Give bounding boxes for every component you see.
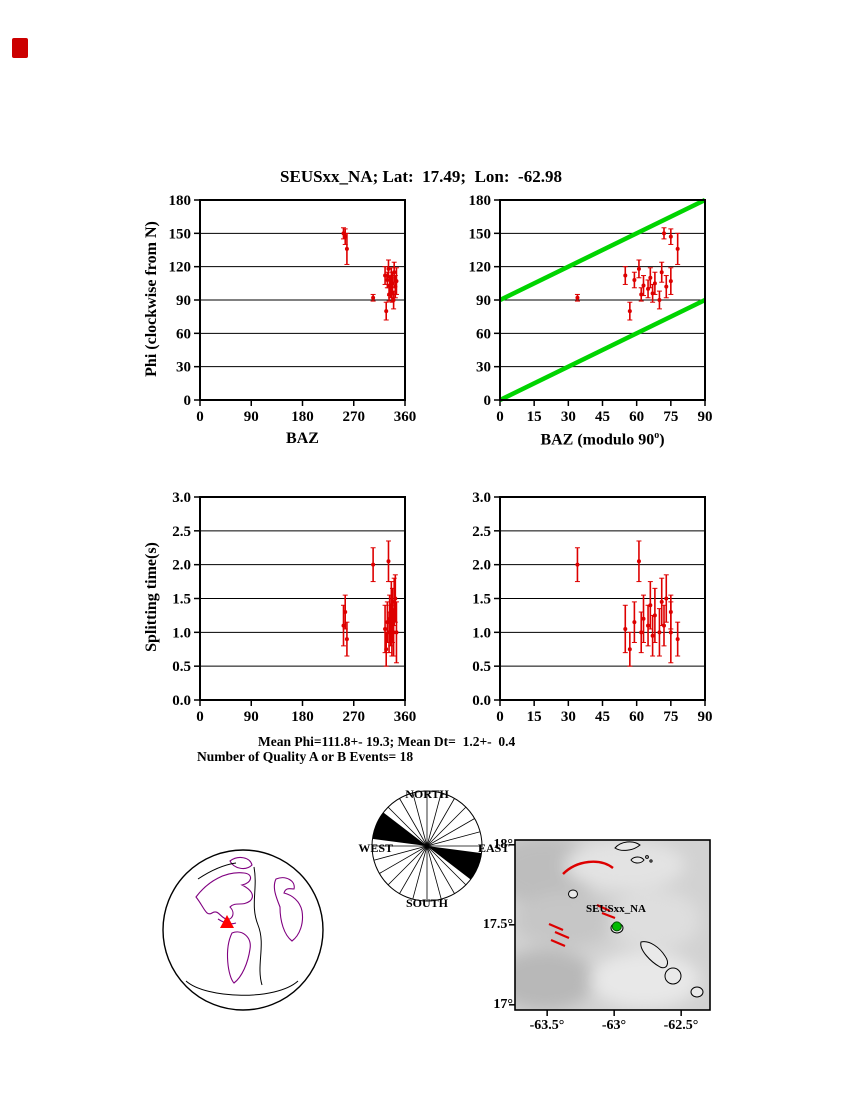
rose-diagram bbox=[371, 790, 483, 902]
event-count-text: Number of Quality A or B Events= 18 bbox=[197, 749, 414, 764]
svg-text:2.5: 2.5 bbox=[172, 524, 191, 540]
svg-text:0.5: 0.5 bbox=[472, 659, 491, 675]
baz-axis-label: BAZ bbox=[286, 430, 319, 447]
svg-text:0: 0 bbox=[184, 393, 192, 409]
svg-text:0.0: 0.0 bbox=[172, 693, 191, 709]
svg-text:30: 30 bbox=[476, 360, 491, 376]
rose-south-label: SOUTH bbox=[405, 896, 448, 910]
svg-text:150: 150 bbox=[169, 226, 192, 242]
svg-text:60: 60 bbox=[476, 326, 491, 342]
globe-map bbox=[162, 849, 324, 1011]
phi-vs-baz-mod90-panel: 0 15 30 45 60 75 90 0 30 60 90 120 150 180 bbox=[469, 193, 713, 425]
svg-text:30: 30 bbox=[176, 360, 191, 376]
figure-title: SEUSxx_NA; Lat: 17.49; Lon: -62.98 bbox=[280, 167, 562, 186]
map-lat-tick-17: 17° bbox=[493, 997, 513, 1012]
mean-statistics-text: Mean Phi=111.8+- 19.3; Mean Dt= 1.2+- 0.… bbox=[258, 734, 516, 749]
phi-axis-label: Phi (clockwise from N) bbox=[143, 221, 160, 377]
svg-text:45: 45 bbox=[595, 409, 610, 425]
svg-text:2.0: 2.0 bbox=[472, 558, 491, 574]
svg-text:150: 150 bbox=[469, 226, 492, 242]
map-lon-tick-63: -63° bbox=[601, 1018, 627, 1033]
svg-text:90: 90 bbox=[176, 293, 191, 309]
svg-text:3.0: 3.0 bbox=[472, 490, 491, 506]
svg-text:90: 90 bbox=[698, 709, 713, 725]
svg-text:0: 0 bbox=[196, 409, 204, 425]
globe-station-marker bbox=[220, 915, 234, 928]
svg-text:180: 180 bbox=[291, 409, 314, 425]
svg-text:1.0: 1.0 bbox=[172, 625, 191, 641]
baz-mod-label-post: ) bbox=[659, 431, 665, 449]
svg-text:90: 90 bbox=[476, 293, 491, 309]
svg-text:60: 60 bbox=[176, 326, 191, 342]
svg-text:3.0: 3.0 bbox=[172, 490, 191, 506]
dt-vs-baz-panel: 0 90 180 270 360 0.0 0.5 1.0 1.5 2.0 2.5 3.0 bbox=[172, 490, 416, 725]
svg-text:360: 360 bbox=[394, 409, 417, 425]
svg-text:30: 30 bbox=[561, 409, 576, 425]
svg-text:0: 0 bbox=[496, 409, 504, 425]
degree-superscript: o bbox=[654, 430, 660, 441]
svg-text:60: 60 bbox=[629, 409, 644, 425]
svg-text:180: 180 bbox=[469, 193, 492, 209]
map-lon-tick-62-5: -62.5° bbox=[663, 1018, 699, 1033]
svg-text:45: 45 bbox=[595, 709, 610, 725]
svg-text:1.5: 1.5 bbox=[472, 592, 491, 608]
svg-text:2.5: 2.5 bbox=[472, 524, 491, 540]
rose-north-label: NORTH bbox=[405, 787, 449, 801]
map-lon-tick-63-5: -63.5° bbox=[529, 1018, 565, 1033]
svg-text:120: 120 bbox=[469, 260, 492, 276]
svg-text:270: 270 bbox=[343, 709, 366, 725]
svg-text:180: 180 bbox=[291, 709, 314, 725]
dt-axis-label: Splitting time(s) bbox=[143, 542, 160, 652]
svg-text:15: 15 bbox=[527, 409, 542, 425]
svg-text:0.0: 0.0 bbox=[472, 693, 491, 709]
baz-mod-axis-label: BAZ (modulo 90o) bbox=[500, 430, 705, 449]
svg-text:2.0: 2.0 bbox=[172, 558, 191, 574]
local-map bbox=[509, 839, 711, 1016]
gmt-corner-mark bbox=[12, 38, 28, 58]
svg-text:75: 75 bbox=[663, 709, 678, 725]
baz-mod-label-pre: BAZ (modulo 90 bbox=[540, 431, 655, 449]
station-label: SEUSxx_NA bbox=[586, 903, 646, 915]
svg-text:180: 180 bbox=[169, 193, 192, 209]
dt-vs-baz-mod90-panel: 0 15 30 45 60 75 90 0.0 0.5 1.0 1.5 2.0 2.5 3.0 bbox=[472, 490, 712, 725]
svg-text:0: 0 bbox=[196, 709, 204, 725]
svg-text:1.5: 1.5 bbox=[172, 592, 191, 608]
phi-vs-baz-panel: 0 90 180 270 360 0 30 60 90 120 150 180 bbox=[169, 193, 417, 425]
station-dot bbox=[611, 921, 622, 932]
svg-text:0: 0 bbox=[496, 709, 504, 725]
map-lat-tick-18: 18° bbox=[493, 837, 513, 852]
svg-text:60: 60 bbox=[629, 709, 644, 725]
map-lat-tick-17-5: 17.5° bbox=[482, 917, 513, 932]
svg-text:90: 90 bbox=[244, 409, 259, 425]
rose-west-label: WEST bbox=[358, 841, 393, 855]
svg-text:30: 30 bbox=[561, 709, 576, 725]
svg-text:120: 120 bbox=[169, 260, 192, 276]
svg-text:75: 75 bbox=[663, 409, 678, 425]
svg-text:15: 15 bbox=[527, 709, 542, 725]
svg-text:1.0: 1.0 bbox=[472, 625, 491, 641]
svg-text:270: 270 bbox=[343, 409, 366, 425]
svg-text:90: 90 bbox=[698, 409, 713, 425]
rose-east-label: EAST bbox=[478, 841, 510, 855]
svg-text:360: 360 bbox=[394, 709, 417, 725]
svg-text:0.5: 0.5 bbox=[172, 659, 191, 675]
svg-text:90: 90 bbox=[244, 709, 259, 725]
svg-text:0: 0 bbox=[484, 393, 492, 409]
